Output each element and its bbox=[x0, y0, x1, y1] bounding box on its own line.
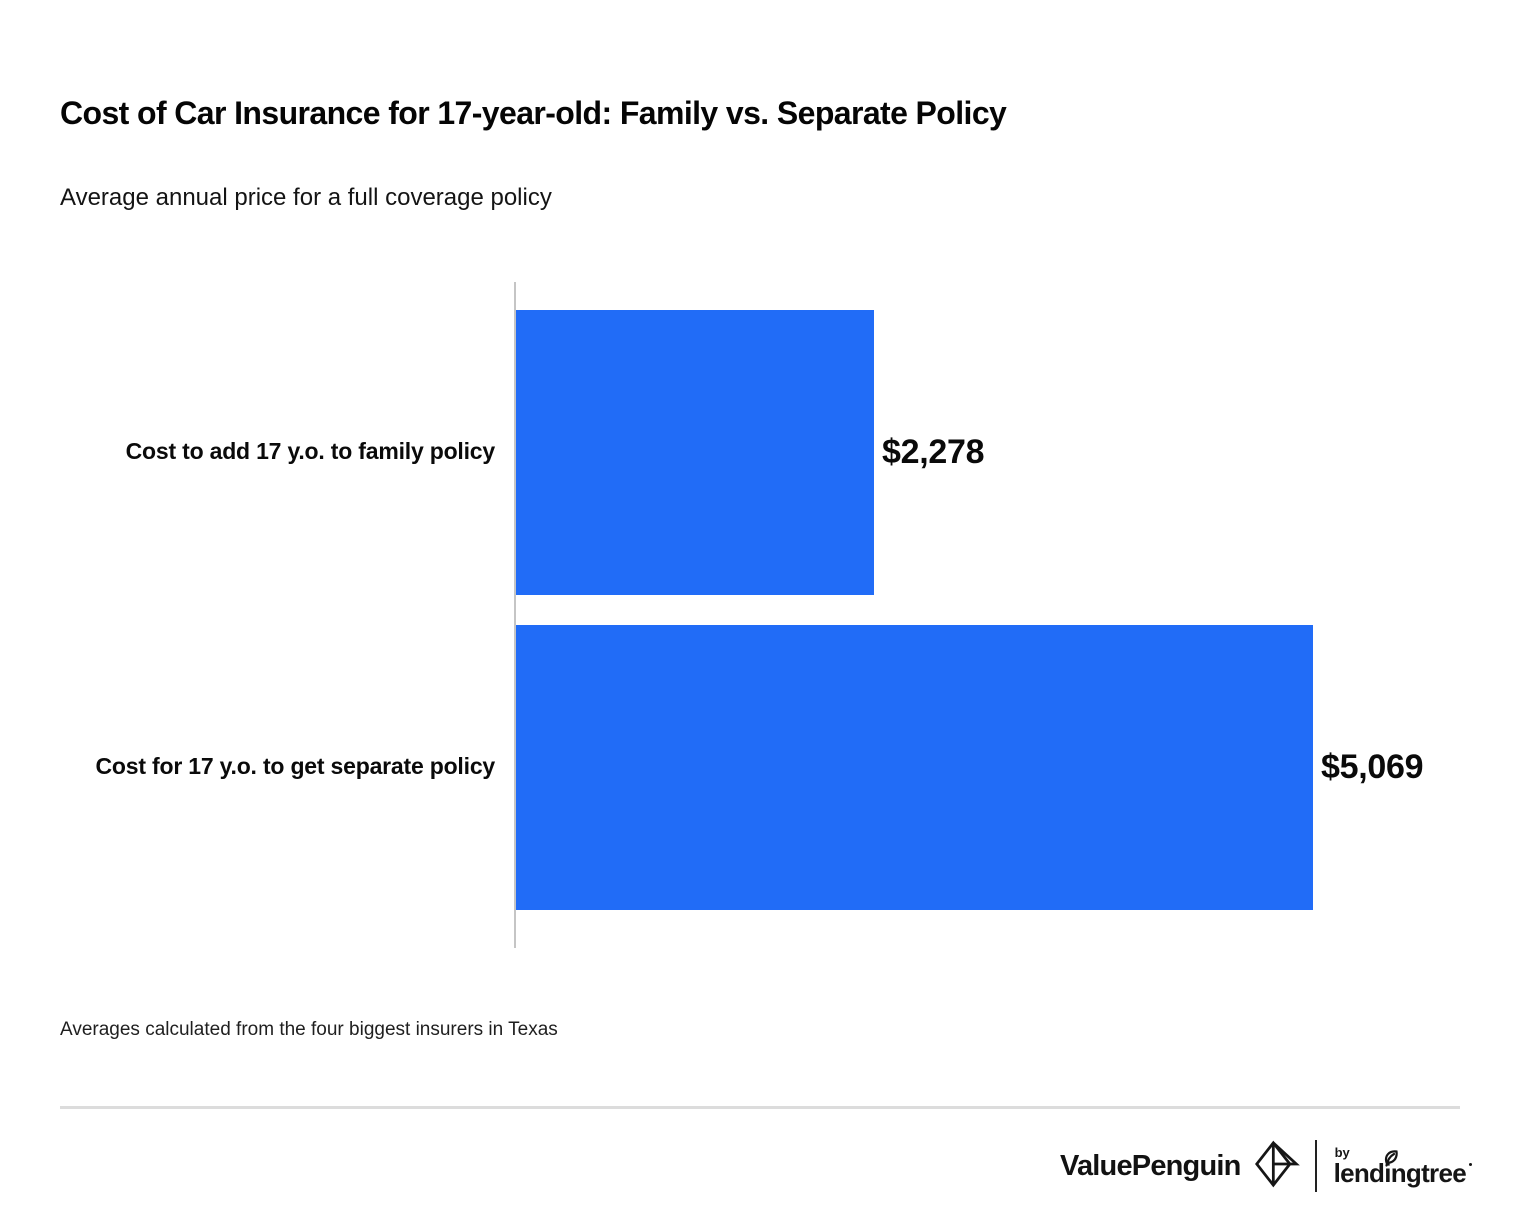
leaf-icon bbox=[1382, 1148, 1400, 1172]
value-label-separate-policy: $5,069 bbox=[1321, 748, 1424, 786]
bar-family-policy bbox=[516, 310, 874, 595]
horizontal-divider bbox=[60, 1106, 1460, 1109]
value-label-family-policy: $2,278 bbox=[882, 433, 985, 471]
bar-row: $5,069 bbox=[516, 625, 1424, 910]
lendingtree-logo: by lendingtree bbox=[1333, 1145, 1472, 1188]
brand-divider bbox=[1314, 1140, 1317, 1192]
lendingtree-wordmark: lendingtree bbox=[1333, 1158, 1467, 1188]
bar-separate-policy bbox=[516, 625, 1313, 910]
trademark-dot bbox=[1469, 1163, 1472, 1166]
category-label-family-policy: Cost to add 17 y.o. to family policy bbox=[125, 438, 496, 464]
y-axis-line bbox=[514, 282, 516, 948]
chart-title: Cost of Car Insurance for 17-year-old: F… bbox=[60, 95, 1007, 132]
chart-subtitle: Average annual price for a full coverage… bbox=[60, 184, 552, 211]
bar-row: $2,278 bbox=[516, 310, 985, 595]
valuepenguin-logo-icon bbox=[1254, 1138, 1300, 1195]
brand-footer: ValuePenguin by lendingtree bbox=[1060, 1135, 1472, 1197]
by-label: by bbox=[1334, 1145, 1350, 1160]
category-label-separate-policy: Cost for 17 y.o. to get separate policy bbox=[95, 753, 496, 779]
chart-footnote: Averages calculated from the four bigges… bbox=[60, 1019, 558, 1040]
valuepenguin-wordmark: ValuePenguin bbox=[1060, 1149, 1241, 1182]
